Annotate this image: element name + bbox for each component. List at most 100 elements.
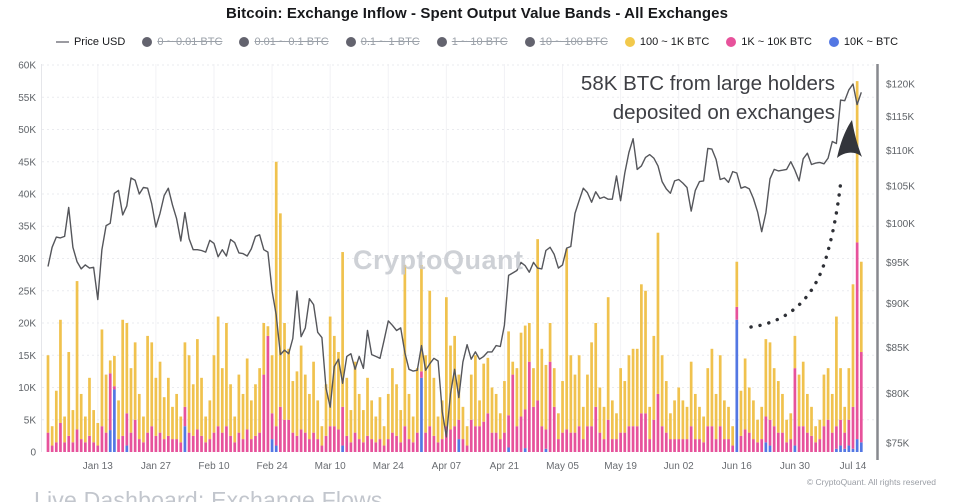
bar-segment[interactable] [843,448,847,452]
bar-segment[interactable] [594,406,598,452]
bar-segment[interactable] [768,419,772,446]
bar-segment[interactable] [212,355,216,433]
bar-segment[interactable] [793,445,797,452]
bar-segment[interactable] [706,426,710,452]
bar-segment[interactable] [386,393,390,440]
bar-segment[interactable] [320,445,324,452]
bar-segment[interactable] [859,442,863,452]
bar-segment[interactable] [54,442,58,452]
bar-segment[interactable] [233,416,237,443]
bar-segment[interactable] [237,432,241,452]
bar-segment[interactable] [200,435,203,453]
bar-segment[interactable] [569,355,573,433]
bar-segment[interactable] [125,323,129,414]
bar-segment[interactable] [735,319,739,452]
bar-segment[interactable] [341,445,344,452]
bar-segment[interactable] [154,435,158,453]
bar-segment[interactable] [565,429,569,452]
bar-segment[interactable] [478,426,481,452]
bar-segment[interactable] [428,426,432,452]
bar-segment[interactable] [503,432,506,452]
bar-segment[interactable] [96,445,100,452]
bar-segment[interactable] [606,297,610,420]
bar-segment[interactable] [843,432,847,449]
bar-segment[interactable] [835,316,838,427]
bar-segment[interactable] [399,442,403,452]
bar-segment[interactable] [403,426,407,452]
bar-segment[interactable] [67,352,71,436]
bar-segment[interactable] [96,422,100,446]
bar-segment[interactable] [166,377,170,436]
bar-segment[interactable] [855,242,859,440]
bar-segment[interactable] [826,368,830,420]
bar-segment[interactable] [772,426,776,452]
bar-segment[interactable] [270,355,274,414]
bar-segment[interactable] [698,406,701,440]
bar-segment[interactable] [843,406,847,433]
bar-segment[interactable] [46,432,50,452]
bar-segment[interactable] [855,81,859,243]
bar-segment[interactable] [274,445,278,452]
bar-segment[interactable] [270,413,274,440]
bar-segment[interactable] [640,413,643,452]
bar-segment[interactable] [474,426,477,452]
bar-segment[interactable] [187,432,191,452]
bar-segment[interactable] [308,393,311,440]
bar-segment[interactable] [557,413,560,440]
bar-segment[interactable] [540,426,544,452]
bar-segment[interactable] [274,161,278,427]
bar-segment[interactable] [420,377,423,452]
bar-segment[interactable] [519,416,523,452]
bar-segment[interactable] [652,335,656,420]
bar-segment[interactable] [490,387,494,433]
bar-segment[interactable] [279,406,282,452]
bar-segment[interactable] [295,435,299,453]
bar-segment[interactable] [565,248,569,430]
bar-segment[interactable] [299,429,303,452]
bar-segment[interactable] [374,416,378,443]
bar-segment[interactable] [353,361,357,433]
bar-segment[interactable] [789,413,793,440]
bar-segment[interactable] [631,348,635,427]
bar-segment[interactable] [490,432,494,452]
bar-segment[interactable] [606,419,610,452]
bar-segment[interactable] [262,374,266,452]
bar-segment[interactable] [598,387,602,433]
bar-segment[interactable] [830,432,834,452]
bar-segment[interactable] [814,426,817,443]
bar-segment[interactable] [142,416,145,443]
bar-segment[interactable] [764,442,768,452]
bar-segment[interactable] [527,361,531,452]
bar-segment[interactable] [859,352,863,443]
bar-segment[interactable] [332,426,336,452]
bar-segment[interactable] [747,387,751,433]
bar-segment[interactable] [465,445,469,452]
bar-segment[interactable] [220,368,224,433]
bar-segment[interactable] [370,439,374,452]
bar-segment[interactable] [220,432,224,452]
bar-segment[interactable] [295,371,299,436]
bar-segment[interactable] [308,439,311,452]
bar-segment[interactable] [113,386,116,390]
bar-segment[interactable] [610,400,614,440]
bar-segment[interactable] [818,419,822,440]
bar-segment[interactable] [627,355,631,427]
bar-segment[interactable] [258,368,261,433]
bar-segment[interactable] [270,439,274,452]
bar-segment[interactable] [851,406,855,449]
bar-segment[interactable] [494,393,498,433]
bar-segment[interactable] [515,368,519,427]
bar-segment[interactable] [573,374,577,433]
bar-segment[interactable] [536,239,539,401]
bar-segment[interactable] [316,439,320,452]
bar-segment[interactable] [669,439,672,452]
bar-segment[interactable] [523,325,527,410]
bar-segment[interactable] [806,393,809,433]
bar-segment[interactable] [166,435,170,453]
bar-segment[interactable] [760,439,764,452]
bar-segment[interactable] [158,432,162,452]
bar-segment[interactable] [175,439,178,452]
bar-segment[interactable] [158,361,162,433]
bar-segment[interactable] [258,432,261,452]
bar-segment[interactable] [453,426,456,452]
